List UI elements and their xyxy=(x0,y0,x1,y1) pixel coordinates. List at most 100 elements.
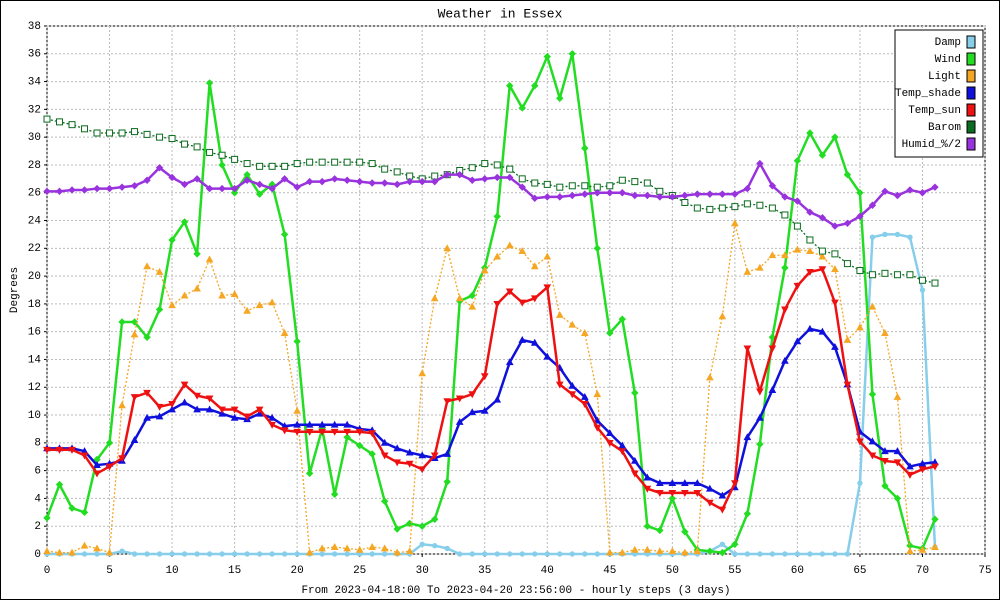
y-tick-label: 0 xyxy=(34,549,41,561)
point xyxy=(893,494,902,503)
point xyxy=(331,158,339,166)
point xyxy=(405,547,414,555)
y-tick-label: 28 xyxy=(28,160,41,172)
point xyxy=(781,211,789,219)
chart-title: Weather in Essex xyxy=(438,6,563,21)
point xyxy=(305,420,314,428)
point xyxy=(743,184,752,193)
point xyxy=(493,252,502,260)
point xyxy=(556,94,564,102)
point xyxy=(280,230,289,239)
point xyxy=(831,222,839,230)
point xyxy=(781,251,789,259)
point xyxy=(744,551,751,557)
point xyxy=(781,264,789,272)
point xyxy=(193,143,201,151)
point xyxy=(568,391,577,399)
point xyxy=(205,405,214,413)
x-tick-label: 35 xyxy=(478,565,491,577)
point xyxy=(293,183,301,191)
point xyxy=(680,548,689,556)
point xyxy=(280,427,289,435)
point xyxy=(43,514,51,522)
point xyxy=(931,463,939,471)
point xyxy=(605,548,614,556)
legend-label: Light xyxy=(928,71,961,83)
point xyxy=(169,551,175,557)
point xyxy=(881,269,889,277)
point xyxy=(868,437,877,445)
point xyxy=(680,489,689,497)
point xyxy=(356,158,364,166)
point xyxy=(793,337,802,345)
point xyxy=(756,413,764,421)
point xyxy=(557,551,563,557)
point xyxy=(768,182,777,190)
point xyxy=(143,130,151,138)
point xyxy=(668,489,677,497)
point xyxy=(168,173,176,182)
point xyxy=(368,543,377,550)
point xyxy=(343,428,352,436)
point xyxy=(280,175,289,183)
point xyxy=(555,381,564,389)
point xyxy=(906,547,914,555)
point xyxy=(305,548,314,556)
point xyxy=(230,184,239,193)
point xyxy=(43,187,51,196)
point xyxy=(605,429,614,437)
point xyxy=(130,330,139,338)
point xyxy=(444,545,450,552)
point xyxy=(618,189,627,197)
x-tick-label: 75 xyxy=(978,565,991,577)
x-tick-label: 60 xyxy=(791,565,804,577)
point xyxy=(493,161,501,169)
point xyxy=(180,180,189,189)
point xyxy=(255,190,264,198)
point xyxy=(718,190,727,198)
point xyxy=(180,291,189,299)
point xyxy=(843,381,852,389)
y-tick-label: 8 xyxy=(34,438,41,450)
point xyxy=(430,515,439,523)
legend-label: Barom xyxy=(928,122,961,134)
point xyxy=(355,177,364,186)
point xyxy=(94,551,100,557)
point xyxy=(118,455,126,463)
point xyxy=(806,208,814,216)
point xyxy=(230,290,239,298)
point xyxy=(856,267,864,275)
point xyxy=(868,302,877,310)
point xyxy=(55,446,64,454)
point xyxy=(543,52,551,61)
point xyxy=(931,515,939,523)
point xyxy=(355,441,364,450)
point xyxy=(706,484,714,492)
point xyxy=(556,183,564,191)
point xyxy=(168,135,176,143)
legend-swatch xyxy=(966,120,976,134)
y-tick-label: 12 xyxy=(28,382,41,394)
point xyxy=(606,182,614,190)
point xyxy=(869,234,876,240)
point xyxy=(469,551,475,557)
point xyxy=(768,333,777,341)
x-tick-label: 45 xyxy=(603,565,616,577)
point xyxy=(918,545,927,553)
point xyxy=(380,438,389,446)
point xyxy=(793,245,802,253)
point xyxy=(680,479,689,487)
point xyxy=(756,388,764,396)
point xyxy=(193,405,201,413)
point xyxy=(181,551,188,557)
series-line xyxy=(47,327,936,498)
point xyxy=(768,204,776,212)
point xyxy=(781,356,789,364)
point xyxy=(457,551,463,557)
point xyxy=(55,480,64,489)
point xyxy=(305,469,314,478)
point xyxy=(244,551,250,557)
point xyxy=(468,176,476,184)
legend-label: Humid_%/2 xyxy=(902,139,961,151)
point xyxy=(456,170,464,179)
